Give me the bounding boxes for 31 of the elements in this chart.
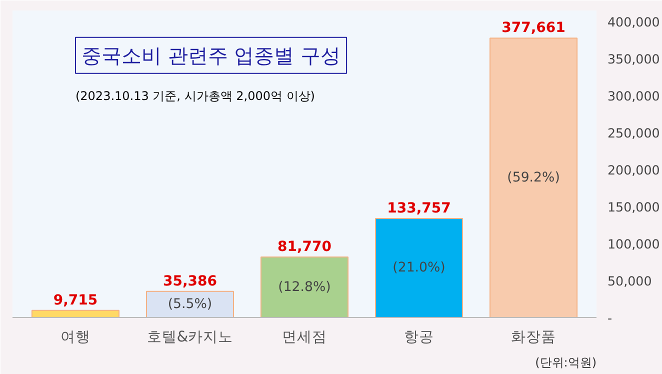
y-tick-label: 100,000 bbox=[608, 236, 660, 252]
data-label: 81,770 bbox=[277, 239, 332, 256]
y-tick-label: 150,000 bbox=[608, 200, 660, 215]
y-tick-label: 350,000 bbox=[608, 52, 660, 67]
bar bbox=[146, 290, 234, 318]
y-tick-label: 400,000 bbox=[608, 14, 660, 30]
x-tick-label: 여행 bbox=[60, 328, 90, 346]
y-tick-label: 250,000 bbox=[608, 126, 660, 141]
data-label: 377,661 bbox=[502, 20, 566, 36]
x-tick-label: 항공 bbox=[404, 328, 434, 346]
data-label: 9,715 bbox=[53, 292, 98, 308]
y-tick-label: - bbox=[608, 310, 612, 326]
bar bbox=[260, 256, 349, 318]
data-label: 35,386 bbox=[162, 273, 218, 290]
annotation: (21.0%) bbox=[392, 260, 446, 276]
bar bbox=[31, 310, 120, 318]
annotation: (59.2%) bbox=[507, 170, 560, 186]
text: 중국소비 관련주 업종별 구성 bbox=[81, 43, 341, 68]
y-tick-label: 300,000 bbox=[608, 88, 660, 104]
text: (단위:억원) bbox=[535, 356, 596, 370]
annotation: (12.8%) bbox=[278, 280, 331, 295]
x-tick-label: 면세점 bbox=[282, 328, 327, 346]
annotation: (5.5%) bbox=[168, 296, 212, 312]
bar bbox=[490, 38, 578, 318]
x-tick-label: 호텔&카지노 bbox=[146, 328, 234, 346]
y-tick-label: 50,000 bbox=[608, 274, 652, 289]
y-tick-label: 200,000 bbox=[608, 162, 660, 178]
data-label: 133,757 bbox=[387, 200, 451, 217]
x-tick-label: 화장품 bbox=[511, 328, 556, 346]
text: (2023.10.13 기준, 시가총액 2,000억 이상) bbox=[75, 88, 315, 103]
bar bbox=[374, 218, 464, 318]
